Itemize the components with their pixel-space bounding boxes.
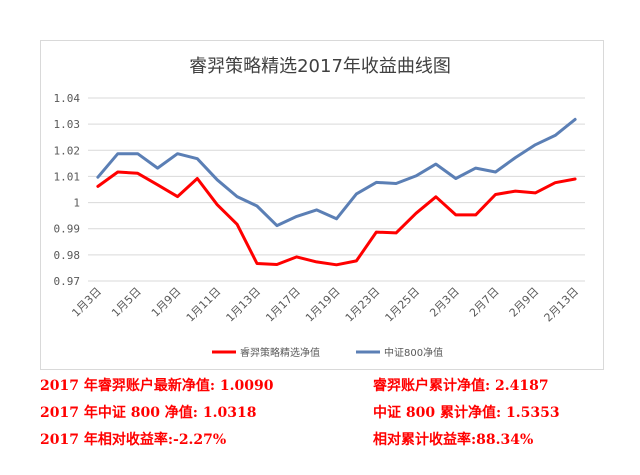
y-tick-label: 0.97 xyxy=(54,275,81,288)
line-chart: 睿羿策略精选2017年收益曲线图 0.97 0.98 0.99 1 1.01 1.02 1.… xyxy=(54,56,585,359)
legend-label-1: 睿羿策略精选净值 xyxy=(240,346,320,359)
series-line-1 xyxy=(96,170,577,267)
x-tick-label: 2月13日 xyxy=(542,285,582,325)
x-tick-label: 1月25日 xyxy=(383,285,423,325)
x-tick-label: 2月3日 xyxy=(427,285,462,320)
chart-title: 睿羿策略精选2017年收益曲线图 xyxy=(189,56,451,77)
stat-left-3: 2017 年相对收益率:-2.27% xyxy=(40,432,227,448)
y-tick-label: 1 xyxy=(73,197,80,210)
y-tick-label: 1.01 xyxy=(54,170,81,183)
x-tick-label: 1月23日 xyxy=(343,285,383,325)
stat-right-3: 相对累计收益率:88.34% xyxy=(373,432,534,448)
stat-left-2: 2017 年中证 800 净值: 1.0318 xyxy=(40,405,257,421)
legend-label-2: 中证800净值 xyxy=(384,346,443,359)
x-tick-label: 1月3日 xyxy=(69,285,104,320)
y-tick-label: 1.03 xyxy=(54,118,81,131)
y-tick-label: 0.99 xyxy=(54,223,81,236)
x-tick-label: 1月11日 xyxy=(184,285,224,325)
x-tick-label: 1月17日 xyxy=(263,285,303,325)
y-tick-label: 0.98 xyxy=(54,249,81,262)
stat-left-1: 2017 年睿羿账户最新净值: 1.0090 xyxy=(40,378,274,394)
x-tick-label: 1月5日 xyxy=(109,285,144,320)
y-tick-label: 1.02 xyxy=(54,144,81,157)
stat-right-2: 中证 800 累计净值: 1.5353 xyxy=(373,405,560,421)
x-tick-label: 2月7日 xyxy=(467,285,502,320)
y-tick-label: 1.04 xyxy=(54,92,81,105)
x-tick-label: 2月9日 xyxy=(507,285,542,320)
x-tick-label: 1月19日 xyxy=(303,285,343,325)
chart-frame xyxy=(40,40,604,370)
series-line-2 xyxy=(96,117,577,228)
stat-right-1: 睿羿账户累计净值: 2.4187 xyxy=(373,378,549,394)
x-tick-label: 1月9日 xyxy=(149,285,184,320)
x-tick-label: 1月13日 xyxy=(224,285,264,325)
